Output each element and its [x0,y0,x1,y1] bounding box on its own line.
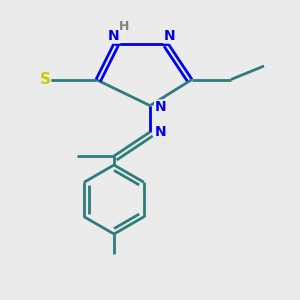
Text: N: N [108,29,120,43]
Text: N: N [155,125,166,139]
Text: N: N [164,29,175,43]
Text: N: N [155,100,166,114]
Text: S: S [40,72,50,87]
Text: H: H [119,20,130,34]
